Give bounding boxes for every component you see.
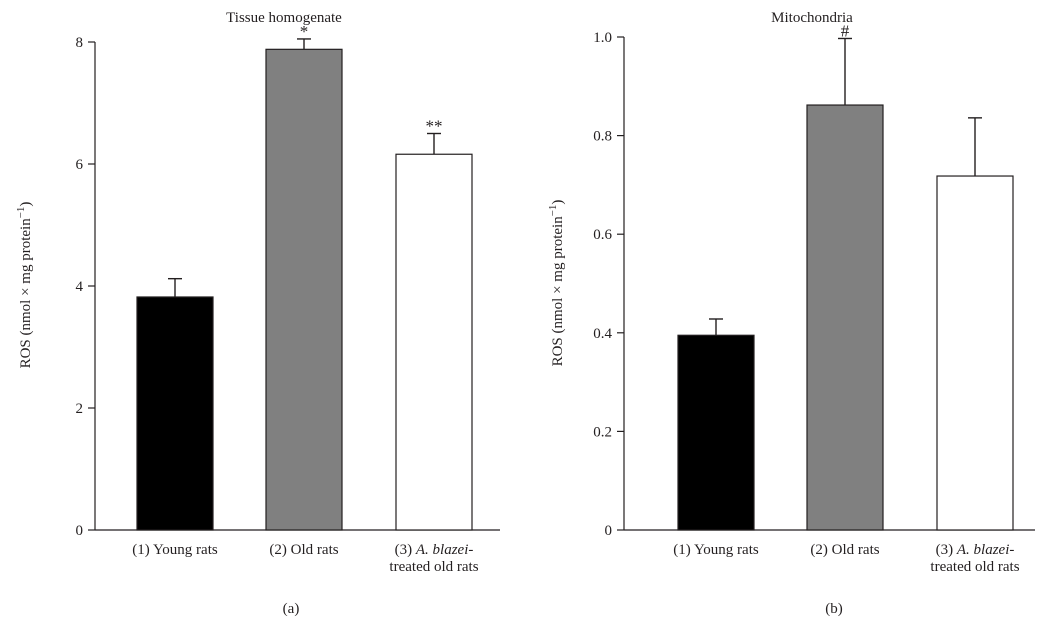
chart-title: Mitochondria [771, 10, 853, 26]
significance-marker: # [841, 21, 850, 40]
y-tick-label: 0.6 [593, 227, 612, 243]
y-tick-label: 4 [76, 279, 84, 295]
y-tick-label: 8 [76, 35, 84, 51]
x-category-label: (1) Young rats [132, 542, 218, 558]
x-category-label: treated old rats [389, 559, 478, 575]
chart-panel-a: 0 2 4 6 8 (1) Young rats * (2) Old rats ** (3) A.… [15, 10, 500, 617]
x-category-label: treated old rats [930, 559, 1019, 575]
y-tick-label: 0.4 [593, 326, 612, 342]
y-tick-label: 0 [605, 523, 613, 539]
y-tick-label: 0 [76, 523, 84, 539]
y-tick-label: 1.0 [593, 30, 612, 46]
y-axis-label: ROS (nmol × mg protein−1) [15, 202, 34, 369]
x-category-label: (2) Old rats [269, 542, 338, 558]
significance-marker: * [300, 22, 309, 41]
y-tick-label: 6 [76, 157, 84, 173]
chart-panel-b: 0 0.2 0.4 0.6 0.8 1.0 (1) Young rats # (2) Old r… [547, 10, 1035, 617]
panel-label: (a) [283, 601, 300, 617]
y-tick-label: 2 [76, 401, 84, 417]
bar [806, 104, 884, 531]
x-category-label: (3) A. blazei- [936, 542, 1015, 558]
significance-marker: ** [426, 117, 443, 136]
chart-title: Tissue homogenate [226, 10, 342, 26]
x-category-label: (2) Old rats [810, 542, 879, 558]
panel-label: (b) [825, 601, 843, 617]
x-category-label: (3) A. blazei- [395, 542, 474, 558]
bar [677, 334, 755, 531]
y-tick-label: 0.2 [593, 424, 612, 440]
y-tick-label: 0.8 [593, 129, 612, 145]
bar [395, 153, 473, 531]
bar [136, 296, 214, 531]
bar [936, 175, 1014, 531]
bar [265, 48, 343, 531]
x-category-label: (1) Young rats [673, 542, 759, 558]
y-axis-label: ROS (nmol × mg protein−1) [547, 200, 566, 367]
